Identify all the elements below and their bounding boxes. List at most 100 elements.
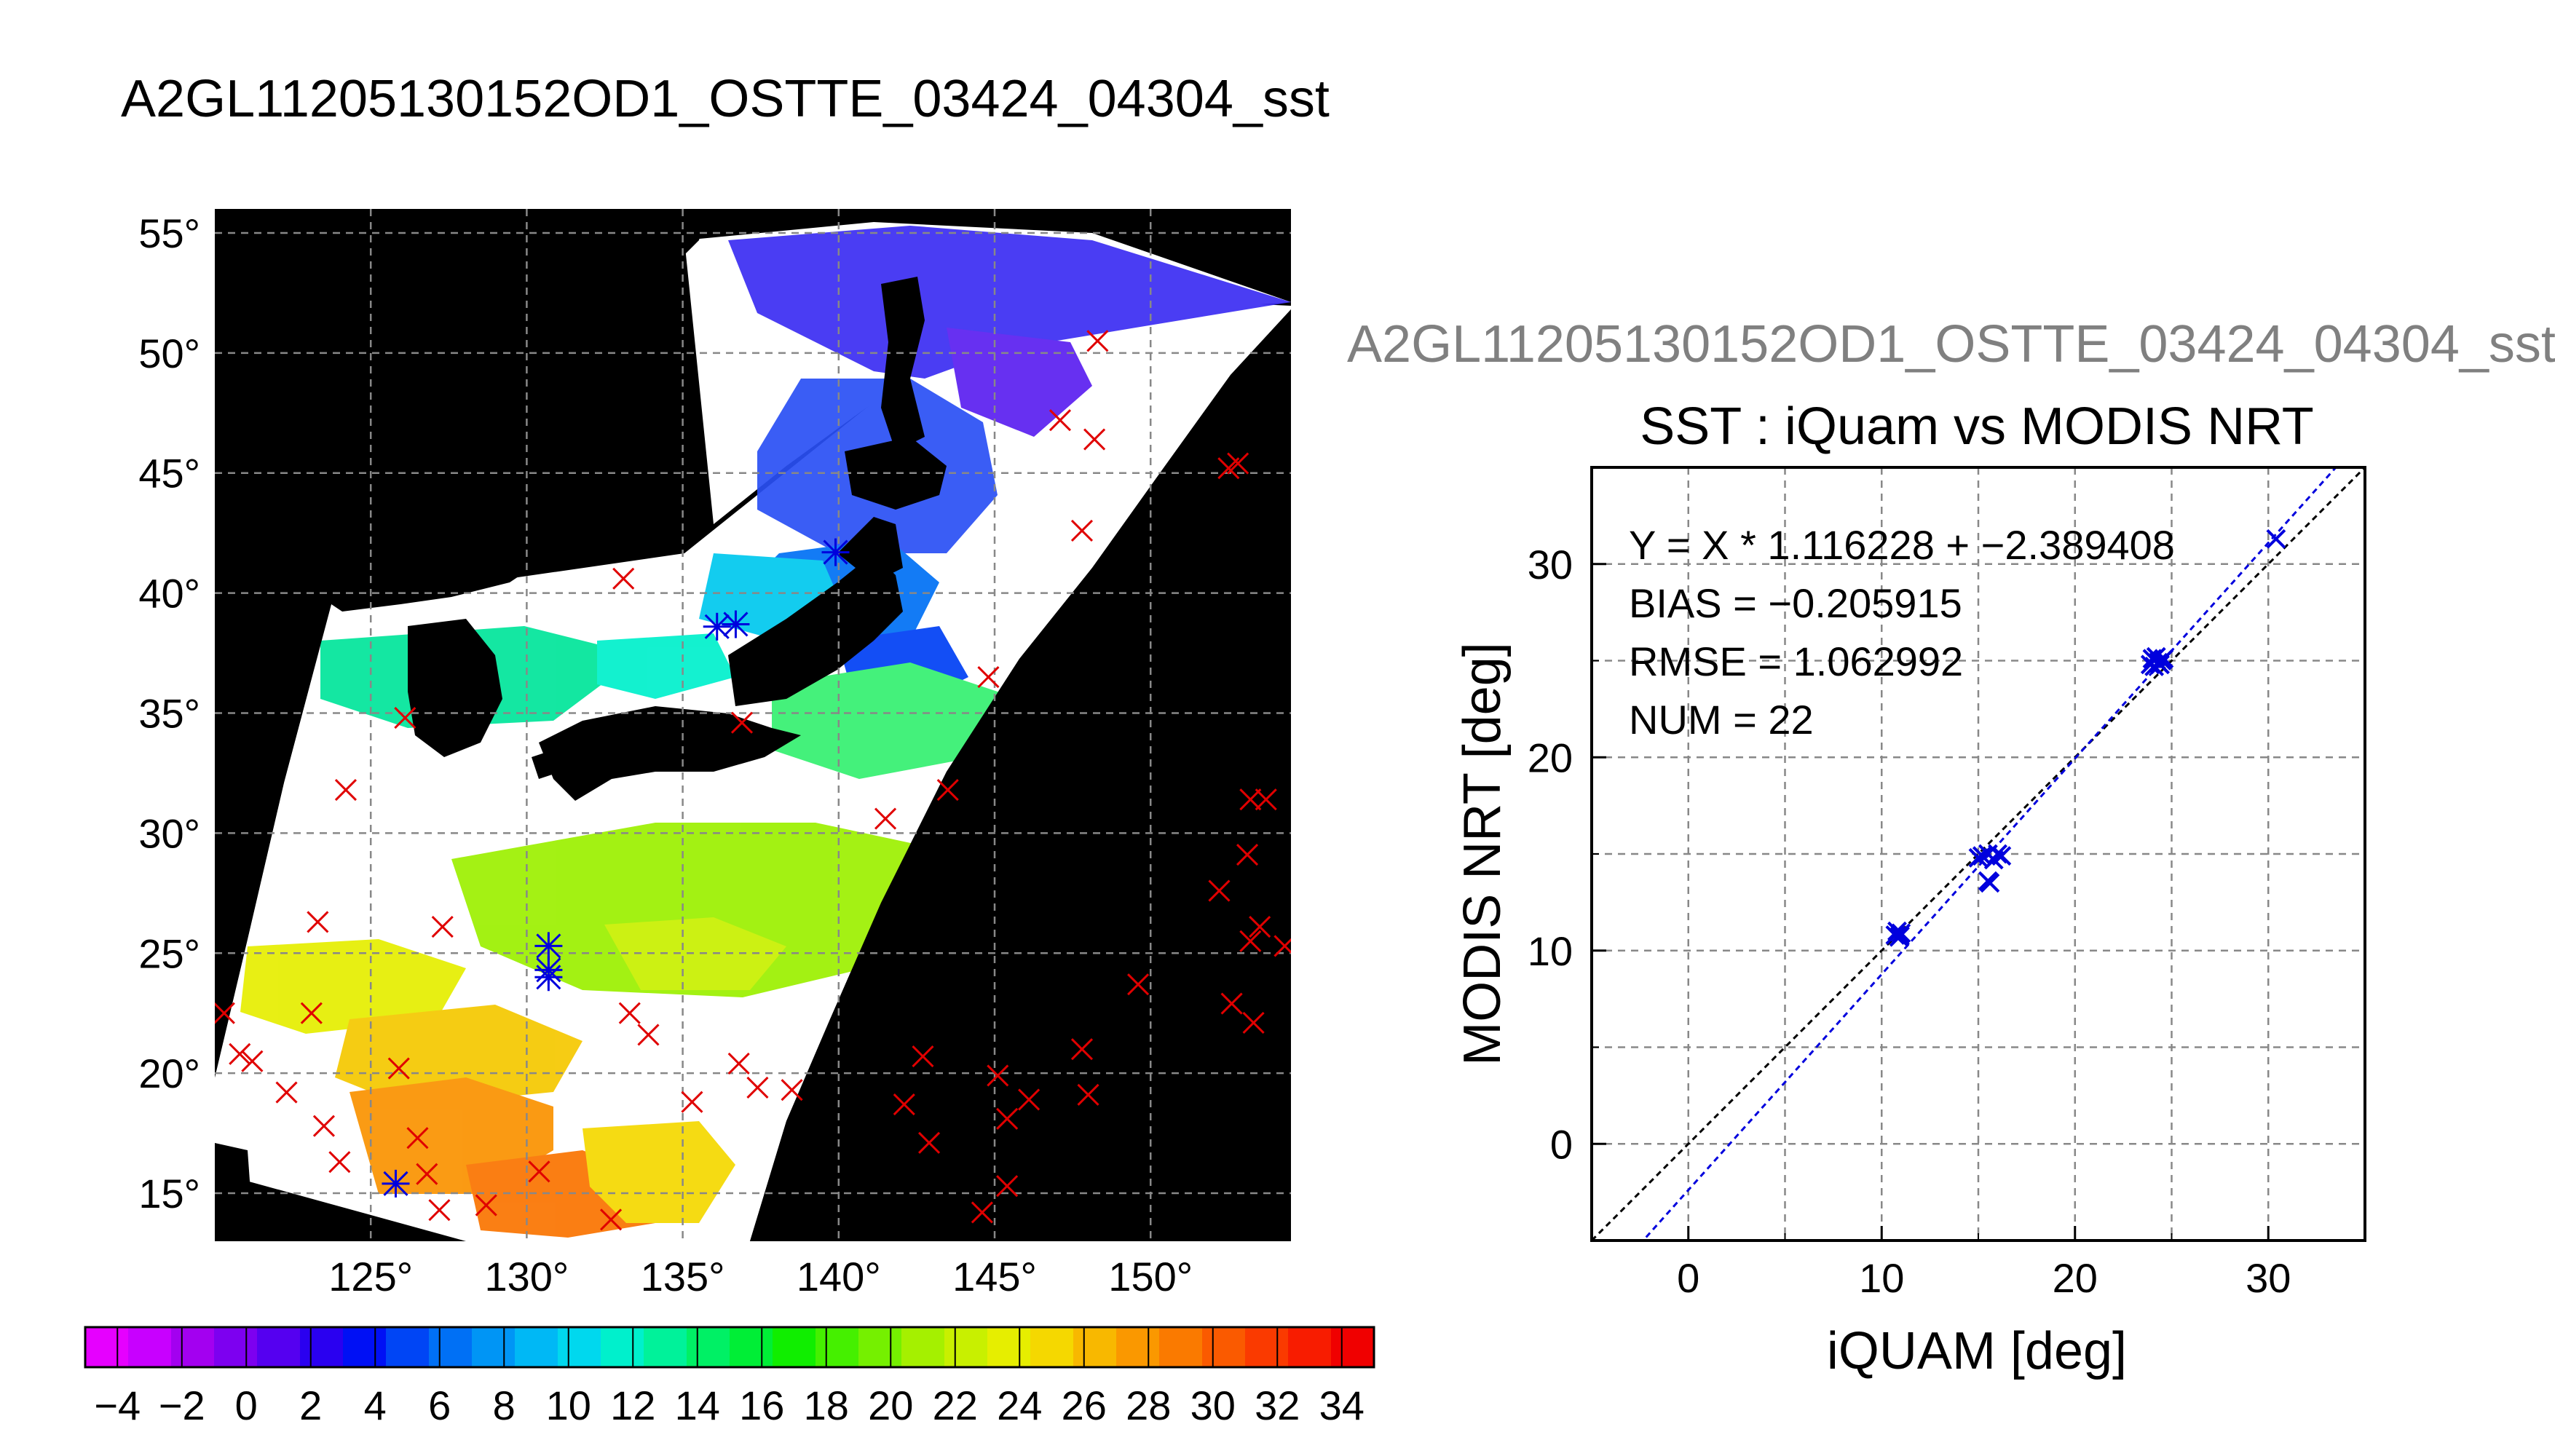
- map-red-x-marker-stroke: [406, 1127, 429, 1150]
- map-red-x-marker-stroke: [917, 1131, 941, 1154]
- scatter-x-tick-label: 30: [2246, 1255, 2291, 1301]
- map-red-x-marker: [936, 778, 959, 802]
- map-red-x-marker: [1236, 844, 1259, 866]
- outside-swath-left: [215, 209, 331, 1077]
- map-red-x-marker: [996, 1107, 1019, 1130]
- one-to-one-line: [1592, 467, 2365, 1241]
- map-red-x-marker-stroke: [600, 1208, 623, 1231]
- colorbar-segments: [85, 1327, 1375, 1367]
- map-red-x-marker: [416, 1163, 438, 1185]
- colorbar-tick-label: −2: [159, 1382, 205, 1428]
- scatter-point: [1890, 926, 1910, 946]
- map-blue-star-marker: [534, 963, 563, 992]
- map-red-x-marker-stroke: [387, 1057, 410, 1080]
- map-red-x-marker: [1018, 1088, 1040, 1111]
- map-red-x-marker: [1227, 452, 1249, 475]
- colorbar-segment: [171, 1327, 215, 1367]
- outside-swath: [750, 309, 1291, 1241]
- map-red-x-marker-stroke: [215, 1002, 235, 1024]
- map-red-x-marker-stroke: [1220, 992, 1243, 1015]
- colorbar-segment: [1331, 1327, 1375, 1367]
- colorbar-segment: [1288, 1327, 1332, 1367]
- map-title: A2GL11205130152OD1_OSTTE_03424_04304_sst: [121, 70, 1330, 128]
- map-grid: [215, 209, 1291, 1241]
- map-blue-star-marker: [382, 1169, 410, 1198]
- map-red-x-marker: [730, 711, 754, 734]
- map-red-x-marker-stroke: [1208, 879, 1231, 902]
- map-red-x-marker: [428, 1199, 451, 1222]
- map-red-x-marker: [1086, 330, 1109, 352]
- colorbar-tick-label: 10: [546, 1382, 591, 1428]
- map-lon-tick-label: 145°: [952, 1254, 1037, 1299]
- map-red-x-marker-stroke: [428, 1199, 451, 1222]
- map-red-x-marker: [893, 1093, 915, 1116]
- colorbar-segment: [773, 1327, 816, 1367]
- scatter-point: [1885, 925, 1906, 945]
- map-lat-tick-label: 25°: [138, 930, 200, 976]
- map-red-x-marker: [328, 1151, 351, 1174]
- colorbar-segment: [429, 1327, 473, 1367]
- colorbar-tick-label: 32: [1255, 1382, 1300, 1428]
- map-red-x-marker-stroke: [241, 1050, 264, 1072]
- map-red-x-marker-stroke: [1227, 452, 1249, 475]
- map-red-x-marker-stroke: [475, 1194, 497, 1216]
- scatter-points: [1885, 529, 2286, 947]
- colorbar-segment: [644, 1327, 687, 1367]
- map-red-x-marker: [1049, 409, 1072, 432]
- colorbar-segment: [944, 1327, 988, 1367]
- map-red-x-marker: [977, 665, 1000, 689]
- map-red-x-marker-stroke: [730, 711, 754, 734]
- map-red-x-marker-stroke: [1070, 1038, 1094, 1061]
- scatter-point-stroke: [2266, 529, 2286, 549]
- map-red-x-marker-stroke: [781, 1079, 803, 1101]
- map-red-x-marker: [1077, 1083, 1099, 1106]
- map-lat-tick-label: 40°: [138, 571, 200, 617]
- scatter-y-tick-label: 10: [1528, 928, 1573, 974]
- sst-patches: [240, 226, 1291, 1238]
- map-red-x-marker-stroke: [416, 1163, 438, 1185]
- map-red-x-marker: [1127, 973, 1150, 996]
- colorbar-segment: [687, 1327, 730, 1367]
- map-lat-tick-label: 50°: [138, 331, 200, 376]
- colorbar-segment: [343, 1327, 387, 1367]
- map-red-x-marker-stroke: [977, 665, 1000, 689]
- colorbar-tick-label: 34: [1319, 1382, 1365, 1428]
- colorbar-frame: [84, 1326, 1375, 1369]
- colorbar-segment: [128, 1327, 172, 1367]
- scatter-annotations: Y = X * 1.116228 + −2.389408 BIAS = −0.20…: [1629, 522, 2175, 743]
- map-red-x-marker-stroke: [1018, 1088, 1040, 1111]
- map-red-x-marker: [637, 1024, 660, 1046]
- map-red-x-marker: [600, 1208, 623, 1231]
- colorbar-tick-label: 4: [364, 1382, 387, 1428]
- map-red-x-marker-stroke: [394, 707, 416, 729]
- scatter-point: [1978, 871, 1998, 891]
- map-red-x-marker-stroke: [912, 1045, 934, 1068]
- scatter-lines: [1592, 467, 2365, 1241]
- map-red-x-marker: [1083, 428, 1106, 451]
- map-red-x-marker-stroke: [971, 1201, 993, 1224]
- map-red-x-marker-stroke: [681, 1091, 703, 1113]
- map-red-x-marker: [1273, 935, 1291, 957]
- map-red-x-marker: [618, 1002, 641, 1024]
- scatter-x-tick-label: 10: [1859, 1255, 1904, 1301]
- colorbar-segment: [1030, 1327, 1074, 1367]
- map-red-x-marker: [1070, 519, 1094, 542]
- map-red-x-marker: [612, 567, 635, 590]
- map-lat-tick-label: 30°: [138, 810, 200, 856]
- colorbar-tick-label: 28: [1126, 1382, 1171, 1428]
- map-red-x-marker: [746, 1076, 769, 1099]
- scatter-point-stroke: [2154, 649, 2174, 669]
- scatter-point-stroke: [1885, 925, 1906, 945]
- map-red-x-marker-stroke: [618, 1002, 641, 1024]
- colorbar-segment: [601, 1327, 644, 1367]
- colorbar-segment: [858, 1327, 902, 1367]
- scatter-point: [2266, 529, 2286, 549]
- colorbar-segment: [816, 1327, 859, 1367]
- scatter-point: [1988, 844, 2007, 864]
- map-blue-star-marker: [821, 538, 850, 566]
- satellite-swath: [215, 298, 1291, 1241]
- scatter-y-tick-label: 30: [1528, 542, 1573, 587]
- map-lon-tick-label: 140°: [797, 1254, 881, 1299]
- scatter-point-stroke: [1890, 926, 1910, 946]
